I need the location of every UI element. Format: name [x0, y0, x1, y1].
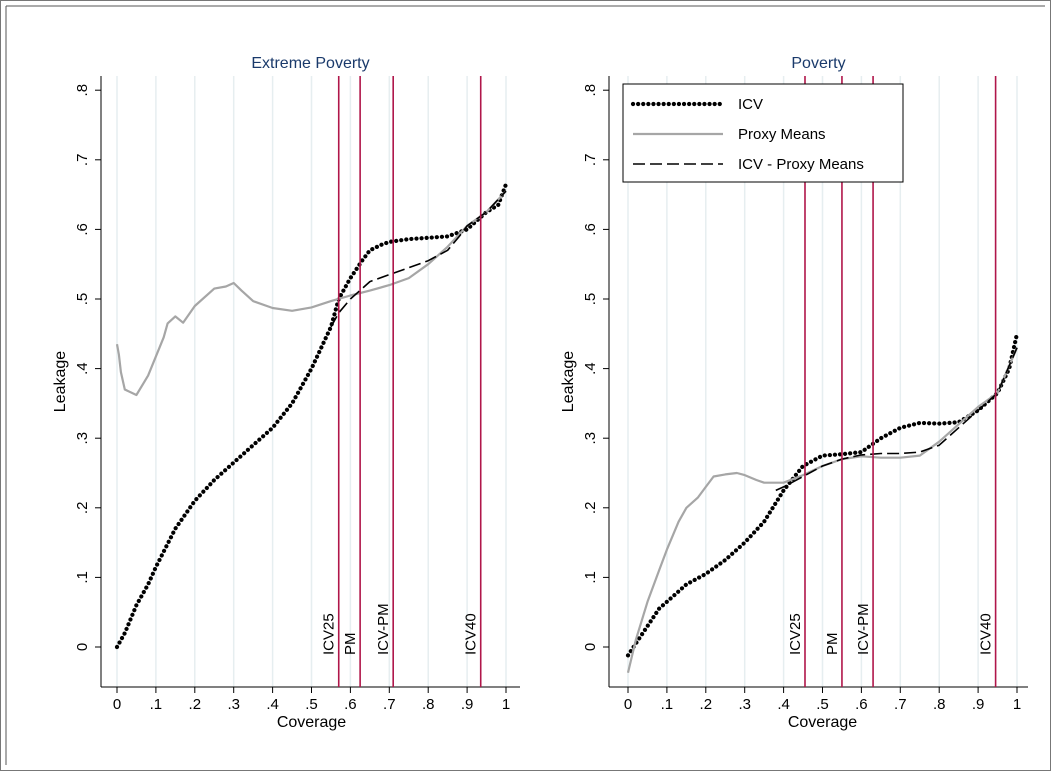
x-tick-label: .8 — [422, 696, 435, 713]
x-tick-label: 1 — [502, 696, 510, 713]
x-tick-label: .2 — [189, 696, 202, 713]
x-tick-label: .5 — [816, 696, 829, 713]
y-tick-label: .5 — [582, 293, 599, 306]
panel-title: Poverty — [791, 55, 845, 72]
x-tick-label: 1 — [1013, 696, 1021, 713]
x-tick-label: .7 — [894, 696, 907, 713]
x-tick-label: .7 — [383, 696, 396, 713]
series-line-icv — [114, 182, 509, 650]
y-tick-label: 0 — [582, 643, 599, 651]
x-tick-label: .2 — [700, 696, 713, 713]
x-tick-label: 0 — [624, 696, 632, 713]
x-tick-label: .5 — [305, 696, 318, 713]
series-line-proxy-means — [115, 190, 507, 397]
legend-label-pm: Proxy Means — [738, 126, 826, 143]
y-tick-label: .4 — [582, 362, 599, 375]
series-line-icv-pm — [330, 190, 507, 328]
legend-label-icvpm: ICV - Proxy Means — [738, 156, 864, 173]
y-tick-label: .6 — [74, 223, 91, 236]
y-tick-label: .5 — [74, 293, 91, 306]
y-axis-title: Leakage — [52, 351, 69, 412]
y-tick-label: .7 — [74, 154, 91, 167]
y-tick-label: .8 — [582, 84, 599, 97]
series-line-icv — [625, 331, 1020, 658]
y-tick-label: .3 — [582, 432, 599, 445]
reference-line-label: ICV40 — [978, 613, 995, 655]
y-axis-title: Leakage — [560, 351, 577, 412]
reference-line-label: ICV40 — [463, 613, 480, 655]
x-tick-label: .4 — [266, 696, 279, 713]
x-tick-label: .3 — [227, 696, 240, 713]
series-line-icv-pm — [775, 347, 1018, 492]
y-tick-label: .1 — [582, 571, 599, 584]
y-tick-label: .1 — [74, 571, 91, 584]
x-tick-label: 0 — [113, 696, 121, 713]
y-tick-label: .3 — [74, 432, 91, 445]
y-tick-label: .2 — [582, 502, 599, 515]
chart-panel-extreme-poverty: 0 .1 .2 .3 .4 .5 .6 .7 .8 .9 1 0 .1 .2 .3 .4 .5 .6 .7 .8 Cov… — [52, 55, 520, 731]
y-tick-label: .8 — [74, 84, 91, 97]
x-tick-label: .6 — [855, 696, 868, 713]
y-tick-label: .4 — [74, 362, 91, 375]
reference-line-label: ICV-PM — [375, 603, 392, 655]
x-tick-label: .1 — [150, 696, 163, 713]
x-tick-label: .8 — [933, 696, 946, 713]
x-tick-label: .4 — [777, 696, 790, 713]
plot-area — [101, 76, 520, 687]
reference-line-label: ICV25 — [787, 613, 804, 655]
legend-label-icv: ICV — [738, 96, 763, 113]
y-tick-label: .7 — [582, 154, 599, 167]
x-tick-label: .3 — [738, 696, 751, 713]
legend: ICV Proxy Means ICV - Proxy Means — [622, 83, 904, 183]
y-tick-label: .2 — [74, 502, 91, 515]
x-tick-label: .9 — [461, 696, 474, 713]
y-tick-label: 0 — [74, 643, 91, 651]
x-axis-title: Coverage — [277, 714, 346, 731]
panel-title: Extreme Poverty — [251, 55, 369, 72]
reference-line-label: ICV-PM — [855, 603, 872, 655]
x-axis-title: Coverage — [788, 714, 857, 731]
x-tick-label: .1 — [661, 696, 674, 713]
reference-line-label: PM — [824, 633, 841, 656]
chart-panel-poverty: 0 .1 .2 .3 .4 .5 .6 .7 .8 .9 1 0 .1 .2 .3 .4 .5 .6 .7 .8 Cov… — [560, 55, 1028, 731]
x-tick-label: .6 — [344, 696, 357, 713]
x-tick-label: .9 — [972, 696, 985, 713]
reference-line-label: ICV25 — [321, 613, 338, 655]
reference-line-label: PM — [342, 633, 359, 656]
y-tick-label: .6 — [582, 223, 599, 236]
